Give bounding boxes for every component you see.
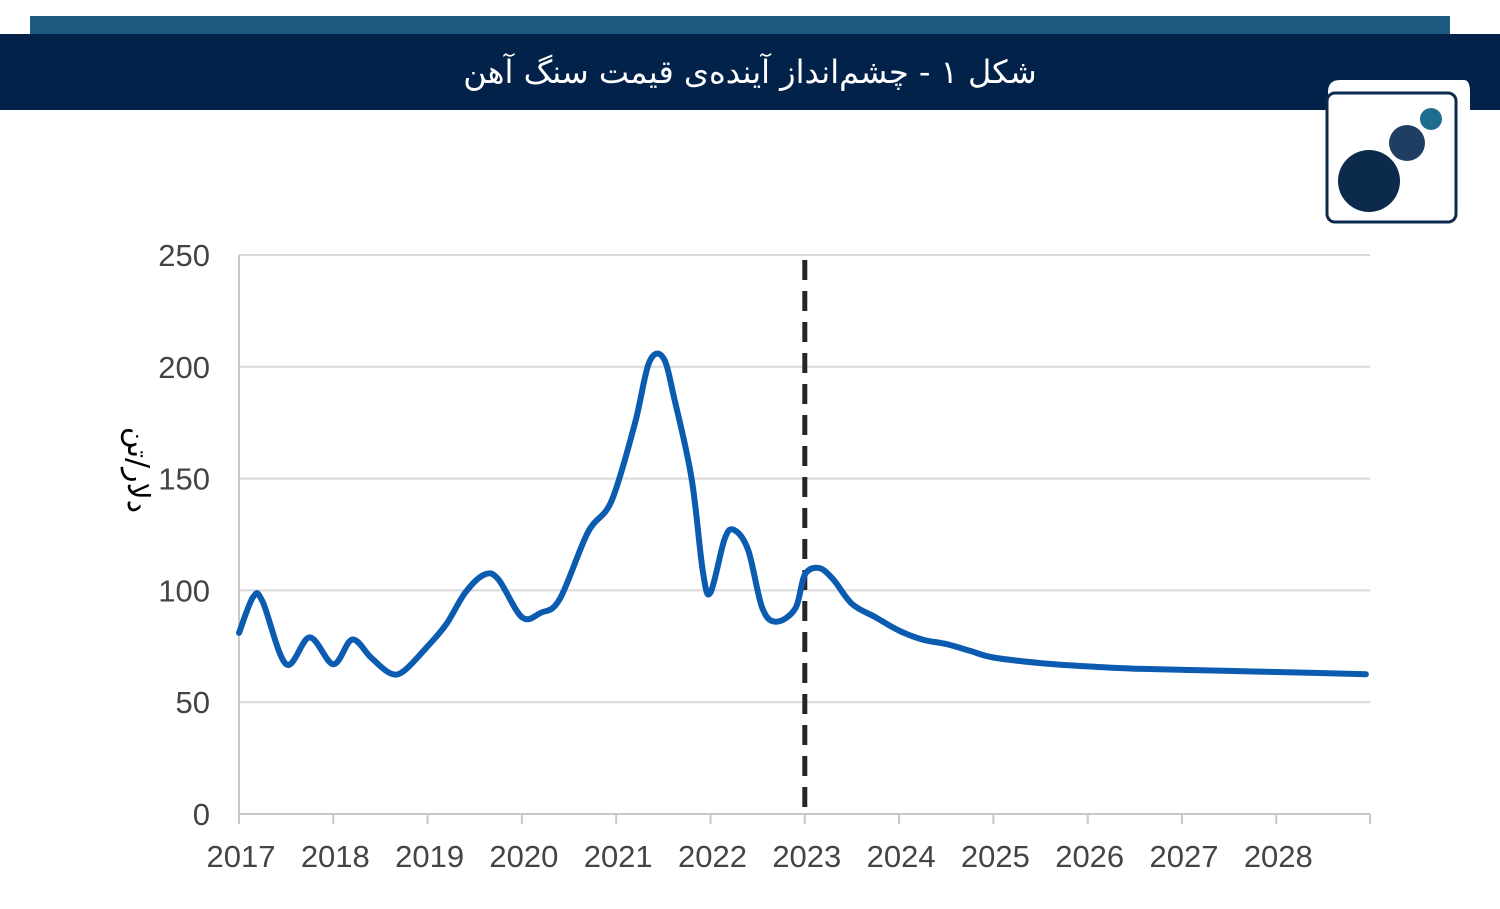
x-tick-label: 2025 [961,839,1030,874]
x-tick-label: 2021 [584,839,653,874]
figure-title: شکل ۱ - چشم‌انداز آینده‌ی قیمت سنگ آهن [463,53,1037,91]
header-accent-strip [30,16,1450,34]
x-tick-label: 2026 [1055,839,1124,874]
x-tick-label: 2024 [867,839,936,874]
x-tick-label: 2018 [301,839,370,874]
y-tick-labels: 0 50 100 150 200 250 [158,238,210,832]
series-line-iron-ore-price [236,350,1369,678]
x-tick-label: 2028 [1244,839,1313,874]
y-axis-label: دلار/تن [120,427,155,513]
y-tick-label: 100 [158,573,210,608]
x-tick-label: 2027 [1150,839,1219,874]
three-circles-logo-icon [1325,80,1470,230]
y-tick-label: 250 [158,238,210,273]
x-tick-label: 2023 [772,839,841,874]
y-tick-label: 150 [158,462,210,497]
y-tick-label: 50 [176,685,210,720]
x-tick-labels: 2017 2018 2019 2020 2021 2022 2023 2024 2025 2026… [207,839,1313,874]
x-tick-label: 2022 [678,839,747,874]
y-tick-label: 0 [193,797,210,832]
x-tick-label: 2017 [207,839,276,874]
x-tick-label: 2019 [395,839,464,874]
x-tick-marks [238,814,1371,824]
header-bar [0,34,1500,110]
x-tick-label: 2020 [489,839,558,874]
y-tick-label: 200 [158,350,210,385]
